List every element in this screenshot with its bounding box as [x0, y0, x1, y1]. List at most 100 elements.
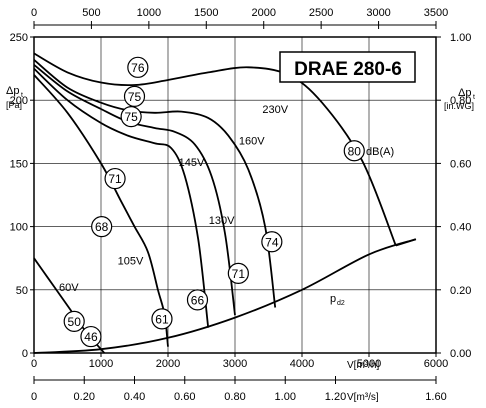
curve-p-d2	[33, 238, 417, 354]
dba-marker: 68	[91, 216, 113, 238]
curve-105v	[33, 74, 169, 347]
dba-marker-value: 74	[265, 235, 279, 249]
voltage-label-60v: 60V	[59, 282, 79, 294]
dba-marker: 66	[186, 289, 209, 311]
dba-marker: 74	[261, 231, 283, 253]
pd2-label: p d2	[330, 293, 345, 307]
dba-marker-value: 71	[232, 267, 246, 281]
bottom-tick-label-m3h: 0	[31, 358, 37, 370]
bottom-tick-label-m3s: 0	[31, 391, 37, 403]
left-tick-label: 150	[10, 158, 28, 170]
bottom-tick-label-m3s: 1.00	[275, 391, 296, 403]
dba-marker-value: 80	[348, 144, 362, 158]
right-axis-unit: [in.WG]	[444, 101, 474, 111]
top-tick-label: 1000	[137, 7, 161, 19]
left-tick-label: 200	[10, 95, 28, 107]
right-tick-label: 0.80	[450, 95, 471, 107]
left-tick-label: 50	[16, 285, 28, 297]
curve-130v	[33, 67, 210, 328]
right-tick-label: 0.40	[450, 222, 471, 234]
dba-marker: 80	[343, 140, 365, 162]
dba-marker-circle	[227, 262, 249, 284]
bottom-tick-label-m3h: 2000	[156, 358, 180, 370]
dba-marker-value: 61	[155, 312, 169, 326]
right-tick-label: 0.20	[450, 285, 471, 297]
dba-marker-circle	[63, 310, 85, 332]
right-tick-label: 1.00	[450, 32, 471, 44]
left-tick-label: 0	[22, 348, 28, 360]
dba-marker-circle	[261, 231, 283, 253]
dba-marker-circle	[343, 140, 365, 162]
fan-curves	[33, 52, 417, 354]
dba-marker-value: 75	[124, 110, 138, 124]
voltage-label-160v: 160V	[239, 135, 265, 147]
dba-marker: 50	[63, 310, 85, 332]
left-axis-label-sub: t	[21, 92, 23, 99]
dba-unit-label: dB(A)	[366, 146, 394, 158]
dba-marker: 46	[80, 325, 102, 348]
dba-marker-circle	[80, 325, 102, 348]
dba-marker: 71	[227, 262, 249, 284]
bottom-tick-label-m3h: 5000	[357, 358, 381, 370]
dba-marker-circle	[104, 167, 126, 190]
top-tick-label: 1500	[194, 7, 218, 19]
bottom-tick-label-m3s: 0.60	[174, 391, 195, 403]
voltage-label-105v: 105V	[118, 256, 144, 268]
top-tick-label: 2500	[309, 7, 333, 19]
bottom-tick-label-m3h: 3000	[223, 358, 247, 370]
bottom-tick-label-m3s: 1.60	[425, 391, 446, 403]
dba-marker: 76	[127, 56, 149, 78]
bottom-tick-label-m3s: 0.40	[124, 391, 145, 403]
left-tick-label: 250	[10, 32, 28, 44]
top-tick-label: 3500	[424, 7, 448, 19]
dba-marker-circle	[120, 106, 142, 128]
dba-marker-circle	[127, 56, 149, 78]
dba-marker: 71	[104, 167, 126, 190]
grid	[34, 37, 436, 353]
right-axis-label: Δp t [in.WG]	[444, 87, 475, 111]
pd2-label-sub: d2	[337, 300, 345, 307]
dba-marker-circle	[91, 216, 113, 238]
right-axis-label-sub: t	[473, 94, 475, 101]
x-axis-label-m3s: V[m³/s]	[347, 392, 379, 403]
bottom-tick-label-m3s: 1.20	[325, 391, 346, 403]
curve-160v	[33, 59, 277, 308]
dba-marker-value: 68	[95, 220, 109, 234]
dba-marker-value: 50	[68, 315, 82, 329]
dba-marker-value: 71	[108, 172, 122, 186]
dba-marker-value: 75	[128, 90, 142, 104]
dba-marker-circle	[186, 289, 209, 311]
dba-marker: 61	[151, 308, 173, 330]
left-axis-label: Δp t [Pa]	[6, 85, 23, 110]
x-axis-label-m3h: V[m³/h]	[347, 360, 379, 371]
left-axis-unit: [Pa]	[6, 100, 22, 110]
title-box: DRAE 280-6	[279, 51, 416, 83]
top-tick-label: 500	[82, 7, 100, 19]
top-tick-label: 0	[31, 7, 37, 19]
dba-marker: 75	[123, 85, 146, 108]
top-tick-label: 2000	[251, 7, 275, 19]
dba-marker-circle	[123, 85, 146, 108]
pd2-label-main: p	[330, 293, 336, 305]
voltage-label-145v: 145V	[179, 157, 205, 169]
dba-marker-value: 66	[191, 293, 205, 307]
dba-marker: 75	[120, 106, 142, 128]
curve-230v	[33, 52, 397, 246]
bottom-tick-label-m3s: 0.20	[74, 391, 95, 403]
axis-ticks: 0 50 100 150 200 250 0.00 0.20 0.40 0.60 0.80 1.00 0…	[10, 7, 472, 403]
bottom-tick-label-m3s: 0.80	[224, 391, 245, 403]
curve-145v	[33, 64, 236, 316]
bottom-tick-label-m3h: 1000	[89, 358, 113, 370]
voltage-label-130v: 130V	[209, 215, 235, 227]
curve-labels: 230V 160V 145V 130V 105V 60V	[59, 104, 289, 294]
right-tick-label: 0.60	[450, 158, 471, 170]
dba-marker-circle	[151, 308, 173, 330]
dba-marker-value: 76	[131, 61, 145, 75]
bottom-tick-label-m3h: 4000	[290, 358, 314, 370]
top-tick-label: 3000	[366, 7, 390, 19]
left-axis-label-main: Δp	[6, 85, 19, 97]
right-tick-label: 0.00	[450, 348, 471, 360]
bottom-tick-label-m3h: 6000	[424, 358, 448, 370]
